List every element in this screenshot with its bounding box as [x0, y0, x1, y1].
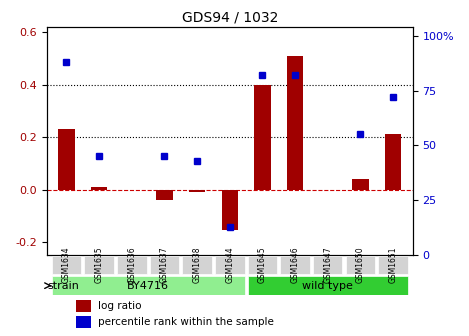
FancyBboxPatch shape [215, 256, 244, 274]
Text: GSM1647: GSM1647 [323, 247, 333, 283]
Text: BY4716: BY4716 [127, 281, 169, 291]
FancyBboxPatch shape [248, 256, 277, 274]
Text: log ratio: log ratio [98, 301, 142, 311]
FancyBboxPatch shape [378, 256, 408, 274]
FancyBboxPatch shape [150, 256, 179, 274]
Bar [156, 190, 173, 200]
Text: percentile rank within the sample: percentile rank within the sample [98, 317, 274, 327]
Text: wild type: wild type [303, 281, 353, 291]
FancyBboxPatch shape [117, 256, 146, 274]
Text: GSM1644: GSM1644 [225, 247, 234, 283]
Bar [254, 85, 271, 190]
FancyBboxPatch shape [280, 256, 310, 274]
Text: GSM1645: GSM1645 [258, 247, 267, 283]
Text: GSM1651: GSM1651 [389, 247, 398, 283]
Bar [76, 300, 91, 312]
FancyBboxPatch shape [84, 256, 114, 274]
FancyBboxPatch shape [313, 256, 342, 274]
Text: GSM1636: GSM1636 [127, 247, 136, 283]
Text: GSM1637: GSM1637 [160, 247, 169, 283]
Bar [76, 316, 91, 328]
Text: GSM1650: GSM1650 [356, 247, 365, 283]
Bar [385, 134, 401, 190]
Text: GSM1646: GSM1646 [291, 247, 300, 283]
Text: GSM1638: GSM1638 [193, 247, 202, 283]
Bar [189, 190, 205, 192]
FancyBboxPatch shape [182, 256, 212, 274]
Title: GDS94 / 1032: GDS94 / 1032 [182, 10, 278, 24]
Bar [58, 129, 75, 190]
Text: GSM1635: GSM1635 [95, 247, 104, 283]
Text: strain: strain [47, 281, 79, 291]
FancyBboxPatch shape [52, 276, 244, 295]
Bar [287, 56, 303, 190]
Bar [222, 190, 238, 230]
Bar [352, 179, 369, 190]
FancyBboxPatch shape [52, 256, 81, 274]
Text: GSM1634: GSM1634 [62, 247, 71, 283]
FancyBboxPatch shape [248, 276, 408, 295]
FancyBboxPatch shape [346, 256, 375, 274]
Bar [91, 187, 107, 190]
